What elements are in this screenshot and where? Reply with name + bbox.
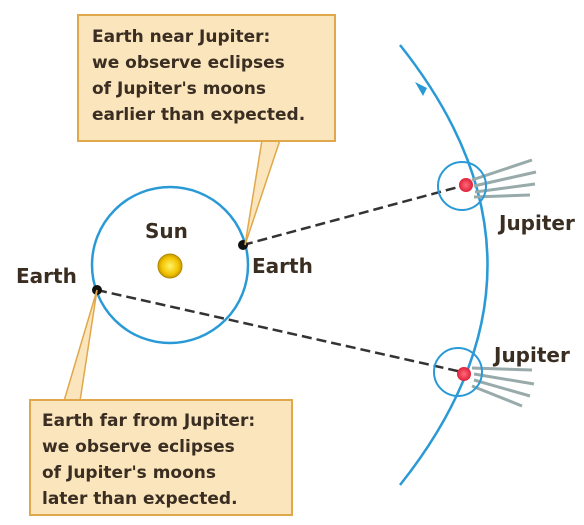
callout-text: of Jupiter's moons [42, 463, 216, 483]
callout-text: we observe eclipses [42, 437, 235, 457]
label: Jupiter [492, 343, 570, 367]
label: Sun [145, 219, 188, 243]
jupiter-orbit [400, 45, 488, 485]
label: Jupiter [497, 211, 575, 235]
callout-pointer [64, 290, 97, 401]
callout-text: earlier than expected. [92, 105, 305, 125]
callout-text: we observe eclipses [92, 53, 285, 73]
callout-text: Earth near Jupiter: [92, 27, 270, 47]
label: Earth [16, 264, 77, 288]
sight-line-near [243, 186, 462, 245]
jupiter-near [438, 160, 536, 210]
callout-text: later than expected. [42, 489, 238, 509]
diagram: Earth near Jupiter: we observe eclipses of… [0, 0, 584, 525]
label: Earth [252, 254, 313, 278]
sun [158, 254, 182, 278]
sight-line-far [97, 290, 462, 372]
callout-text: of Jupiter's moons [92, 79, 266, 99]
callout-text: Earth far from Jupiter: [42, 411, 255, 431]
callout-pointer [245, 140, 280, 245]
orbit-arrow [415, 82, 427, 96]
